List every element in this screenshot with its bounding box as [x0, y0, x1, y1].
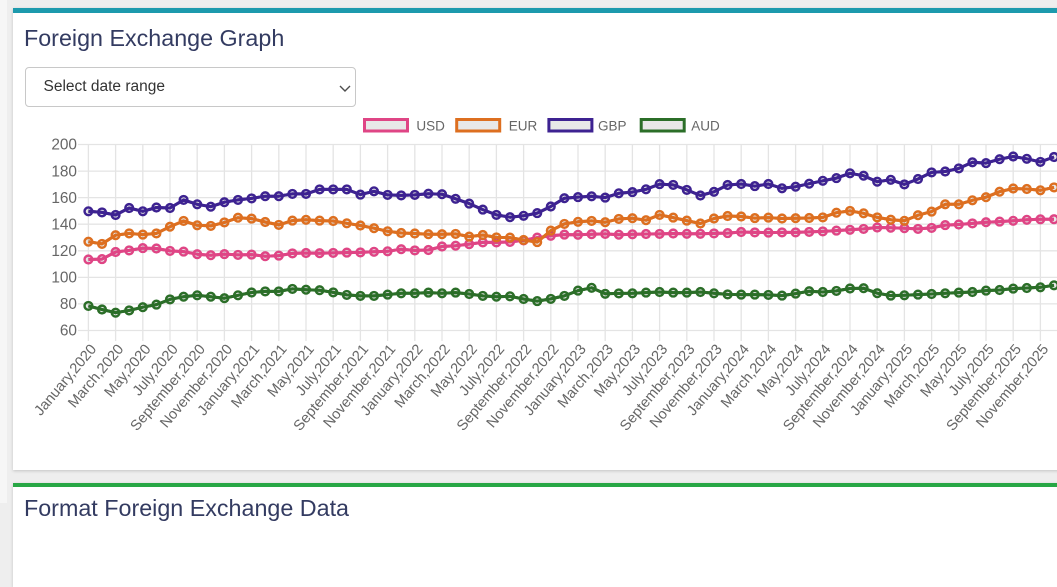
- svg-text:GBP: GBP: [598, 119, 627, 134]
- svg-text:100: 100: [51, 270, 77, 287]
- svg-text:200: 200: [51, 137, 77, 154]
- svg-text:80: 80: [60, 296, 77, 313]
- svg-text:120: 120: [51, 243, 77, 260]
- svg-text:AUD: AUD: [691, 119, 720, 134]
- svg-text:USD: USD: [416, 119, 445, 134]
- svg-text:EUR: EUR: [509, 119, 538, 134]
- svg-text:160: 160: [51, 190, 77, 207]
- svg-text:180: 180: [51, 163, 77, 180]
- svg-text:140: 140: [51, 216, 77, 233]
- svg-text:60: 60: [60, 323, 77, 340]
